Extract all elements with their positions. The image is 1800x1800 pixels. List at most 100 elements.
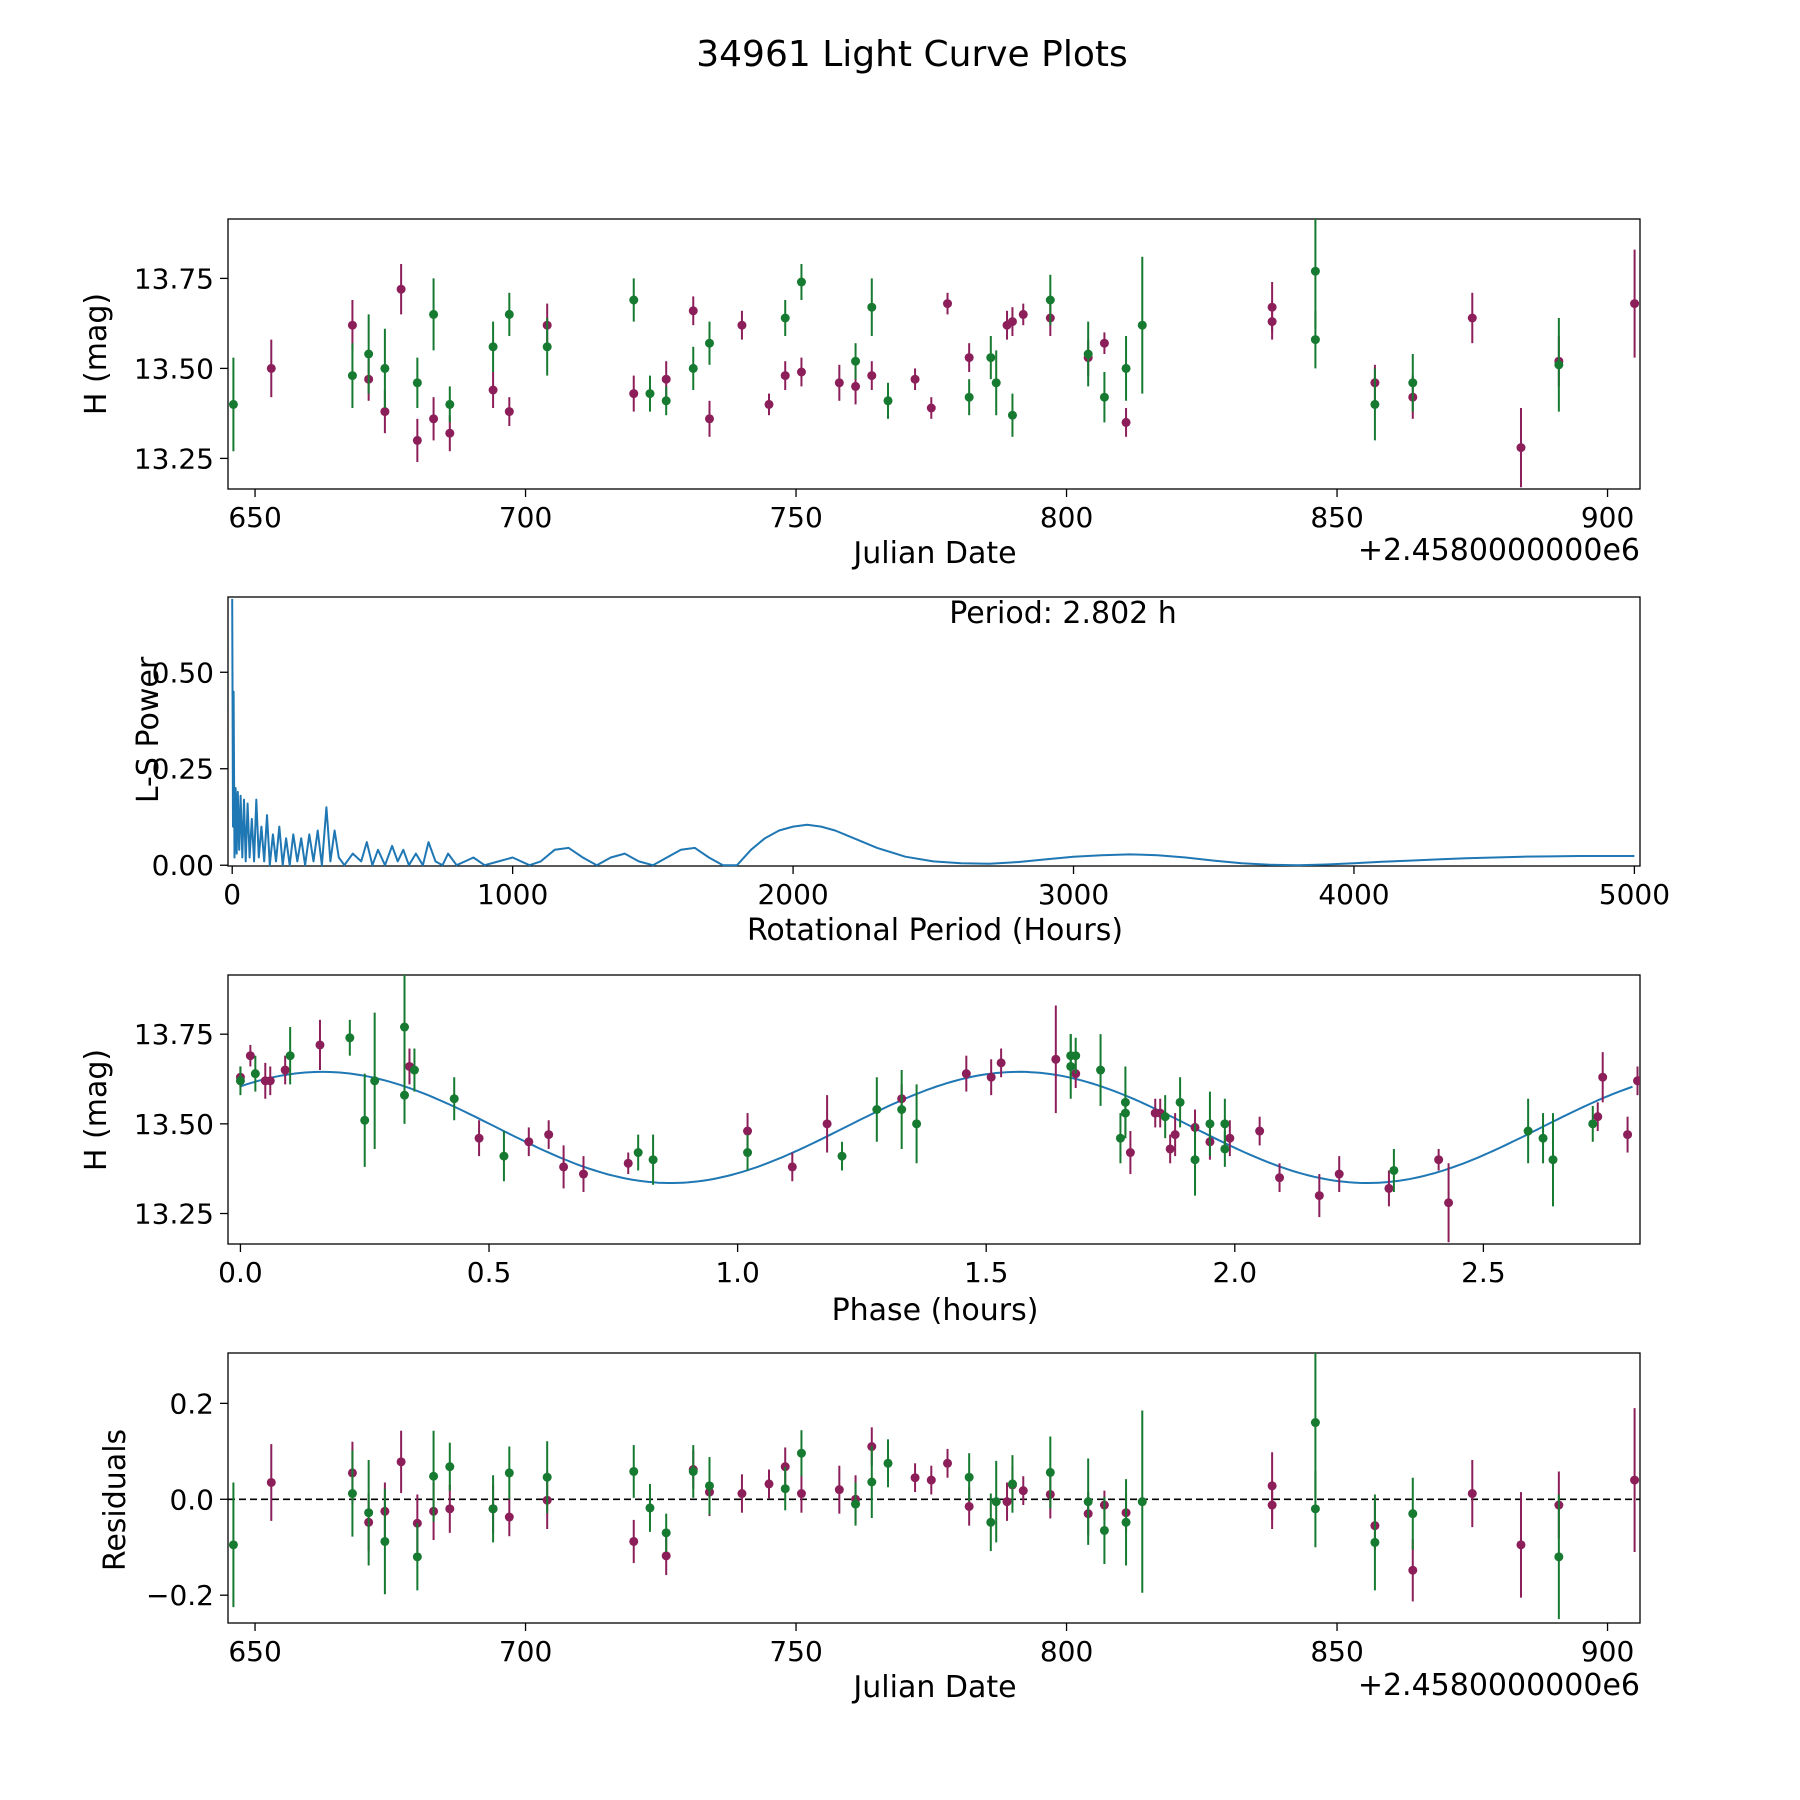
- phased-point-filter_a: [986, 1059, 996, 1096]
- phased-marker: [360, 1115, 370, 1125]
- phased-point-filter_b: [1096, 1034, 1106, 1106]
- residuals-point-filter_a: [629, 1519, 639, 1564]
- residuals-marker: [1408, 1509, 1418, 1519]
- phased-point-filter_a: [524, 1127, 534, 1157]
- phased-marker: [1225, 1133, 1235, 1143]
- residuals-marker: [629, 1536, 639, 1546]
- residuals-point-filter_a: [1467, 1459, 1477, 1528]
- lightcurve-marker: [645, 389, 655, 399]
- phased-marker: [1066, 1061, 1076, 1071]
- residuals-xtick-label: 700: [499, 1635, 552, 1668]
- lightcurve-marker: [629, 389, 639, 399]
- phased-point-filter_b: [1548, 1113, 1558, 1207]
- phased-panel: H (mag) Phase (hours) 0.0 0.5 1.0 1.5 2.0 2.5…: [79, 974, 1641, 1328]
- phased-ytick-label: 13.50: [134, 1108, 214, 1141]
- residuals-marker: [1083, 1497, 1093, 1507]
- lightcurve-point-filter_b: [1045, 274, 1055, 326]
- residuals-marker: [1554, 1552, 1564, 1562]
- phased-marker: [285, 1051, 295, 1061]
- lightcurve-marker: [1467, 313, 1477, 323]
- residuals-marker: [488, 1504, 498, 1514]
- lightcurve-point-filter_a: [1007, 307, 1017, 336]
- phased-point-filter_b: [1389, 1148, 1399, 1192]
- residuals-point-filter_b: [228, 1482, 238, 1608]
- residuals-marker: [964, 1472, 974, 1482]
- residuals-point-filter_b: [704, 1457, 714, 1515]
- phased-marker: [1314, 1191, 1324, 1201]
- phased-point-filter_a: [1165, 1134, 1175, 1164]
- phased-point-filter_a: [315, 1019, 325, 1071]
- lightcurve-marker: [1007, 410, 1017, 420]
- phased-marker: [1548, 1155, 1558, 1165]
- phased-point-filter_a: [245, 1044, 255, 1067]
- lightcurve-marker: [991, 378, 1001, 388]
- lightcurve-point-filter_b: [412, 357, 422, 408]
- phased-point-filter_b: [1588, 1105, 1598, 1142]
- residuals-point-filter_a: [445, 1484, 455, 1533]
- residuals-marker: [1310, 1418, 1320, 1428]
- residuals-marker: [764, 1479, 774, 1489]
- lightcurve-point-filter_a: [396, 264, 406, 315]
- residuals-marker: [396, 1457, 406, 1467]
- phased-point-filter_b: [285, 1027, 295, 1085]
- lightcurve-marker: [834, 378, 844, 388]
- lightcurve-point-filter_a: [347, 300, 357, 351]
- lightcurve-marker: [380, 363, 390, 373]
- lightcurve-point-filter_b: [542, 318, 552, 376]
- phased-point-filter_b: [449, 1077, 459, 1121]
- lightcurve-marker: [364, 349, 374, 359]
- lightcurve-ylabel: H (mag): [79, 293, 114, 415]
- residuals-point-filter_b: [780, 1467, 790, 1511]
- residuals-point-filter_a: [1516, 1492, 1526, 1598]
- lightcurve-marker: [986, 353, 996, 363]
- residuals-marker: [986, 1517, 996, 1527]
- lightcurve-xtick-label: 900: [1581, 501, 1634, 534]
- residuals-marker: [645, 1503, 655, 1513]
- lightcurve-marker: [445, 428, 455, 438]
- phased-marker: [1598, 1072, 1608, 1082]
- residuals-marker: [704, 1481, 714, 1491]
- lightcurve-point-filter_b: [1370, 368, 1380, 441]
- lightcurve-marker: [412, 435, 422, 445]
- phased-xtick-label: 2.0: [1213, 1256, 1258, 1289]
- lightcurve-marker: [347, 371, 357, 381]
- phased-marker: [1275, 1173, 1285, 1183]
- phased-point-filter_b: [1175, 1077, 1185, 1128]
- phased-marker: [245, 1051, 255, 1061]
- residuals-point-filter_b: [504, 1446, 514, 1500]
- residuals-point-filter_b: [1007, 1455, 1017, 1513]
- residuals-point-filter_b: [629, 1445, 639, 1498]
- residuals-marker: [991, 1497, 1001, 1507]
- phased-point-filter_b: [400, 975, 409, 1085]
- periodogram-xtick-label: 3000: [1038, 878, 1109, 911]
- phased-marker: [1220, 1119, 1230, 1129]
- residuals-marker: [688, 1466, 698, 1476]
- phased-marker: [1170, 1130, 1180, 1140]
- phased-point-filter_b: [743, 1134, 753, 1171]
- residuals-point-filter_b: [964, 1453, 974, 1502]
- lightcurve-marker: [704, 338, 714, 348]
- phased-marker: [1165, 1144, 1175, 1154]
- phased-marker: [1444, 1198, 1454, 1208]
- residuals-marker: [796, 1489, 806, 1499]
- residuals-marker: [542, 1472, 552, 1482]
- lightcurve-ytick-label: 13.50: [134, 352, 214, 385]
- phased-xtick-label: 0.0: [218, 1256, 263, 1289]
- lightcurve-point-filter_a: [943, 292, 953, 315]
- figure-title: 34961 Light Curve Plots: [696, 34, 1128, 75]
- residuals-marker: [1099, 1525, 1109, 1535]
- phased-marker: [1523, 1126, 1533, 1136]
- lightcurve-marker: [1007, 317, 1017, 327]
- lightcurve-point-filter_b: [964, 379, 974, 416]
- lightcurve-marker: [1083, 349, 1093, 359]
- lightcurve-marker: [764, 399, 774, 409]
- lightcurve-points: [228, 219, 1640, 488]
- phased-marker: [872, 1105, 882, 1114]
- phased-point-filter_a: [787, 1152, 797, 1182]
- residuals-marker: [1007, 1479, 1017, 1489]
- residuals-marker: [1267, 1481, 1277, 1491]
- lightcurve-marker: [943, 299, 953, 309]
- periodogram-ylabel: L-S Power: [131, 656, 166, 803]
- lightcurve-point-filter_a: [629, 375, 639, 412]
